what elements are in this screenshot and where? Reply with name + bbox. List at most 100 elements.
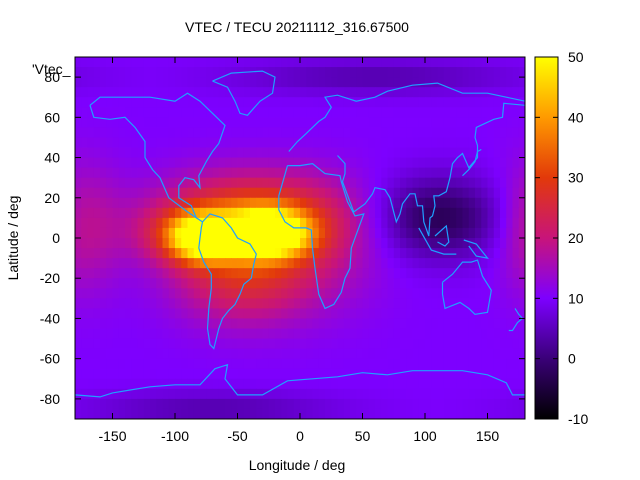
heatmap-cell [112, 268, 120, 279]
heatmap-cell [250, 157, 257, 169]
heatmap-cell [375, 348, 382, 360]
heatmap-cell [175, 238, 182, 249]
heatmap-cell [200, 408, 207, 420]
heatmap-cell [318, 167, 326, 179]
heatmap-cell [318, 177, 326, 189]
heatmap-cell [268, 248, 276, 259]
heatmap-cell [350, 338, 357, 350]
heatmap-cell [350, 358, 357, 370]
heatmap-cell [237, 368, 245, 380]
heatmap-cell [425, 167, 432, 179]
heatmap-cell [418, 147, 426, 159]
heatmap-cell [481, 238, 488, 249]
heatmap-cell [375, 248, 382, 259]
heatmap-cell [112, 408, 120, 420]
heatmap-cell [406, 87, 413, 98]
heatmap-cell [293, 238, 301, 249]
heatmap-cell [162, 358, 170, 370]
heatmap-cell [368, 157, 376, 169]
heatmap-cell [518, 338, 526, 350]
heatmap-cell [181, 358, 188, 370]
heatmap-cell [431, 217, 438, 229]
heatmap-cell [250, 248, 257, 259]
heatmap-cell [200, 87, 207, 98]
heatmap-cell [268, 137, 276, 148]
heatmap-cell [125, 197, 132, 209]
heatmap-cell [243, 207, 251, 219]
heatmap-cell [425, 238, 432, 249]
heatmap-cell [500, 238, 507, 249]
heatmap-cell [218, 378, 226, 390]
heatmap-cell [331, 368, 338, 380]
heatmap-cell [118, 278, 126, 289]
heatmap-cell [262, 398, 270, 410]
heatmap-cell [181, 197, 188, 209]
heatmap-cell [518, 388, 526, 400]
heatmap-cell [450, 197, 457, 209]
heatmap-cell [281, 117, 288, 128]
heatmap-cell [487, 227, 495, 239]
heatmap-cell [231, 177, 238, 189]
heatmap-cell [106, 127, 113, 138]
heatmap-cell [306, 368, 313, 380]
heatmap-cell [293, 268, 301, 279]
heatmap-cell [406, 268, 413, 279]
heatmap-cell [131, 388, 138, 400]
heatmap-cell [350, 77, 357, 88]
heatmap-cell [300, 117, 307, 128]
heatmap-cell [325, 67, 332, 78]
heatmap-cell [500, 358, 507, 370]
heatmap-cell [212, 338, 220, 350]
heatmap-cell [375, 157, 382, 169]
heatmap-cell [293, 177, 301, 189]
heatmap-cell [325, 77, 332, 88]
heatmap-cell [493, 238, 501, 249]
heatmap-cell [443, 318, 451, 329]
heatmap-cell [106, 348, 113, 360]
heatmap-cell [162, 77, 170, 88]
y-tick-label: 0 [52, 230, 60, 246]
heatmap-cell [200, 258, 207, 269]
heatmap-cell [468, 338, 476, 350]
heatmap-cell [487, 328, 495, 340]
heatmap-cell [193, 278, 201, 289]
heatmap-cell [250, 388, 257, 400]
heatmap-cell [400, 338, 407, 350]
heatmap-cell [450, 368, 457, 380]
heatmap-cell [187, 67, 195, 78]
heatmap-cell [200, 217, 207, 229]
heatmap-cell [237, 147, 245, 159]
heatmap-cell [243, 408, 251, 420]
heatmap-cell [475, 117, 482, 128]
heatmap-cell [275, 87, 282, 98]
heatmap-cell [412, 117, 420, 128]
heatmap-cell [75, 358, 82, 370]
heatmap-cell [425, 187, 432, 199]
heatmap-cell [475, 197, 482, 209]
heatmap-cell [493, 408, 501, 420]
heatmap-cell [262, 338, 270, 350]
heatmap-cell [287, 338, 295, 350]
heatmap-cell [93, 207, 101, 219]
heatmap-cell [300, 268, 307, 279]
heatmap-cell [175, 177, 182, 189]
heatmap-cell [137, 248, 145, 259]
heatmap-cell [343, 197, 351, 209]
heatmap-cell [393, 187, 401, 199]
heatmap-cell [337, 117, 345, 128]
heatmap-cell [487, 127, 495, 138]
heatmap-cell [462, 117, 470, 128]
heatmap-cell [368, 187, 376, 199]
heatmap-cell [362, 258, 370, 269]
heatmap-cell [181, 408, 188, 420]
heatmap-cell [293, 87, 301, 98]
heatmap-cell [137, 207, 145, 219]
heatmap-cell [412, 217, 420, 229]
heatmap-cell [500, 87, 507, 98]
heatmap-cell [150, 358, 157, 370]
heatmap-cell [212, 87, 220, 98]
heatmap-cell [437, 318, 445, 329]
heatmap-cell [306, 348, 313, 360]
heatmap-cell [156, 217, 163, 229]
heatmap-cell [200, 67, 207, 78]
